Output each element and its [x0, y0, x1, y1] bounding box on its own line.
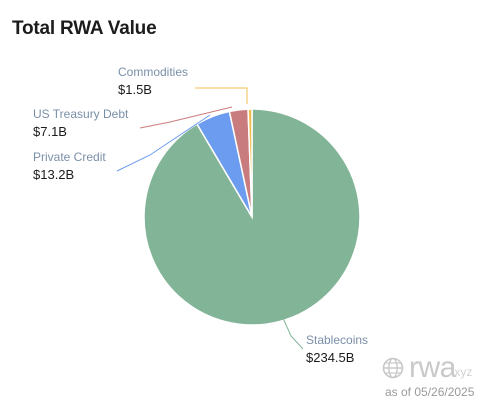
slice-value-label: $13.2B [33, 167, 74, 182]
slice-value-label: $7.1B [33, 124, 67, 139]
slice-label: Commodities [118, 65, 188, 79]
leader-line-commodities [195, 87, 248, 104]
slice-label: US Treasury Debt [33, 107, 129, 121]
watermark-tld: .xyz [451, 365, 473, 379]
globe-icon [382, 357, 404, 379]
slice-value-label: $1.5B [118, 82, 152, 97]
slice-label: Private Credit [33, 150, 106, 164]
watermark-brand: rwa [409, 351, 456, 384]
slice-value-label: $234.5B [306, 350, 354, 365]
leader-line-us-treasury-debt [139, 106, 233, 129]
as-of-date: as of 05/26/2025 [385, 385, 475, 399]
slice-label: Stablecoins [306, 333, 368, 347]
pie-slice-commodities[interactable] [247, 108, 253, 218]
leader-line-private-credit [116, 114, 211, 172]
leader-line-stablecoins [282, 317, 304, 350]
chart-title: Total RWA Value [12, 18, 157, 39]
